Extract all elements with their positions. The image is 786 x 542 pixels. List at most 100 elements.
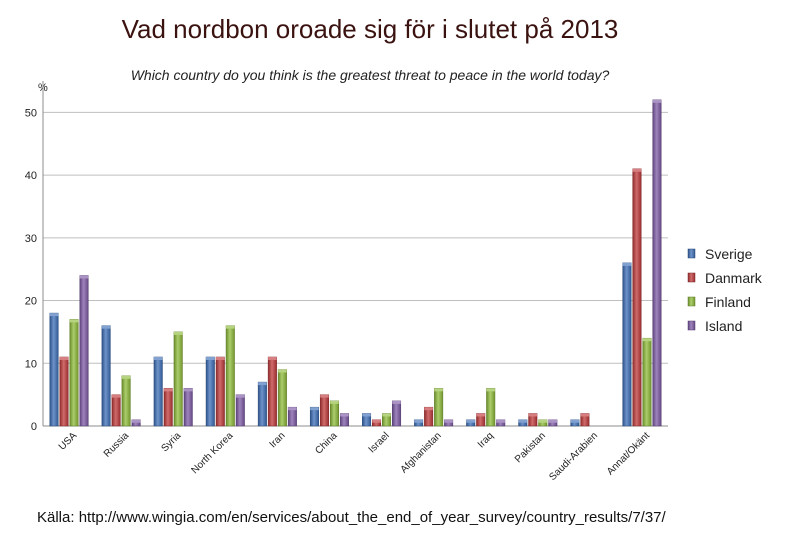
x-tick-label: Annat/Okänt — [605, 430, 652, 477]
bar-cap — [320, 394, 329, 398]
bar-island-0 — [79, 275, 89, 427]
bar-cap — [372, 419, 381, 423]
bar-cap — [330, 400, 339, 404]
bar-cap — [59, 357, 69, 360]
source-note: Källa: http://www.wingia.com/en/services… — [37, 509, 666, 526]
x-tick-label: Iran — [268, 430, 288, 450]
legend-swatch-sverige — [687, 248, 696, 259]
bar-cap — [424, 407, 433, 411]
bar-cap — [69, 319, 79, 323]
bar-danmark-4 — [267, 356, 277, 427]
bar-cap — [49, 313, 59, 317]
bar-sverige-1 — [101, 325, 111, 427]
legend-label-island: Island — [705, 318, 742, 334]
bar-sverige-11 — [622, 262, 632, 427]
bar-finland-3 — [225, 325, 235, 427]
bar-cap — [278, 369, 287, 373]
legend-swatch-finland — [687, 296, 696, 307]
x-tick-label: North Korea — [190, 430, 236, 476]
bar-cap — [466, 419, 475, 423]
bar-cap — [642, 338, 652, 342]
y-tick-label: 10 — [25, 358, 37, 370]
y-tick-label: 30 — [25, 233, 37, 245]
bar-cap — [153, 357, 163, 360]
bar-cap — [340, 413, 349, 417]
x-tick-label: Afghanistan — [399, 430, 444, 475]
bar-island-6 — [392, 400, 402, 427]
bar-danmark-3 — [215, 356, 225, 427]
bar-cap — [206, 357, 215, 360]
bar-island-11 — [652, 99, 662, 427]
bar-cap — [528, 413, 538, 417]
bar-sverige-0 — [49, 312, 59, 427]
bar-danmark-2 — [163, 388, 173, 427]
x-tick-label: Pakistan — [513, 430, 548, 465]
bar-cap — [288, 407, 297, 411]
bar-finland-4 — [277, 369, 287, 427]
x-tick-label: China — [313, 430, 340, 457]
legend-swatch-danmark — [687, 272, 696, 283]
bar-cap — [79, 275, 89, 279]
bar-cap — [268, 357, 277, 360]
bar-finland-0 — [69, 319, 79, 427]
bar-sverige-3 — [205, 356, 215, 427]
x-tick-label: Russia — [102, 430, 132, 460]
bar-cap — [362, 413, 371, 417]
bar-cap — [570, 419, 580, 423]
bar-sverige-4 — [257, 381, 267, 427]
bar-island-3 — [235, 394, 245, 427]
legend-label-sverige: Sverige — [705, 246, 753, 262]
bar-cap — [496, 419, 505, 423]
bar-cap — [183, 388, 193, 392]
x-tick-label: Saudi-Arabien — [547, 430, 600, 483]
bar-cap — [622, 262, 632, 266]
bar-finland-7 — [434, 388, 444, 427]
bar-cap — [258, 382, 267, 386]
bar-cap — [392, 400, 401, 404]
bar-cap — [173, 331, 183, 335]
x-tick-label: USA — [57, 430, 80, 453]
bar-cap — [444, 419, 453, 423]
bar-cap — [226, 325, 235, 329]
y-tick-label: 50 — [25, 107, 37, 119]
bar-danmark-0 — [59, 356, 69, 427]
bar-cap — [131, 419, 141, 423]
bar-cap — [236, 394, 245, 398]
y-tick-label: 0 — [31, 421, 37, 433]
x-tick-label: Syria — [159, 430, 183, 454]
bar-cap — [216, 357, 225, 360]
bar-cap — [111, 394, 121, 398]
bar-cap — [652, 99, 662, 103]
bar-cap — [632, 168, 642, 172]
bar-cap — [101, 325, 111, 329]
bar-finland-11 — [642, 337, 652, 427]
bar-finland-1 — [121, 375, 131, 427]
bar-cap — [163, 388, 173, 392]
bar-danmark-5 — [319, 394, 329, 427]
y-tick-label: 40 — [25, 170, 37, 182]
bar-cap — [476, 413, 485, 417]
bar-cap — [434, 388, 443, 392]
bar-cap — [548, 419, 558, 423]
legend-label-finland: Finland — [705, 294, 751, 310]
bar-finland-8 — [486, 388, 496, 427]
bar-island-2 — [183, 388, 193, 427]
bar-cap — [414, 419, 423, 423]
bar-cap — [518, 419, 528, 423]
x-tick-label: Iraq — [476, 430, 496, 450]
bar-sverige-2 — [153, 356, 163, 427]
bar-cap — [310, 407, 319, 411]
bar-cap — [382, 413, 391, 417]
bar-cap — [486, 388, 495, 392]
chart-subtitle: Which country do you think is the greate… — [130, 67, 610, 83]
chart-title: Vad nordbon oroade sig för i slutet på 2… — [121, 14, 619, 44]
bar-danmark-1 — [111, 394, 121, 427]
bar-cap — [580, 413, 590, 417]
bar-finland-2 — [173, 331, 183, 427]
bar-cap — [538, 419, 548, 423]
legend-swatch-island — [687, 320, 696, 331]
bar-cap — [121, 375, 131, 379]
legend-label-danmark: Danmark — [705, 270, 763, 286]
y-tick-label: 20 — [25, 296, 37, 308]
